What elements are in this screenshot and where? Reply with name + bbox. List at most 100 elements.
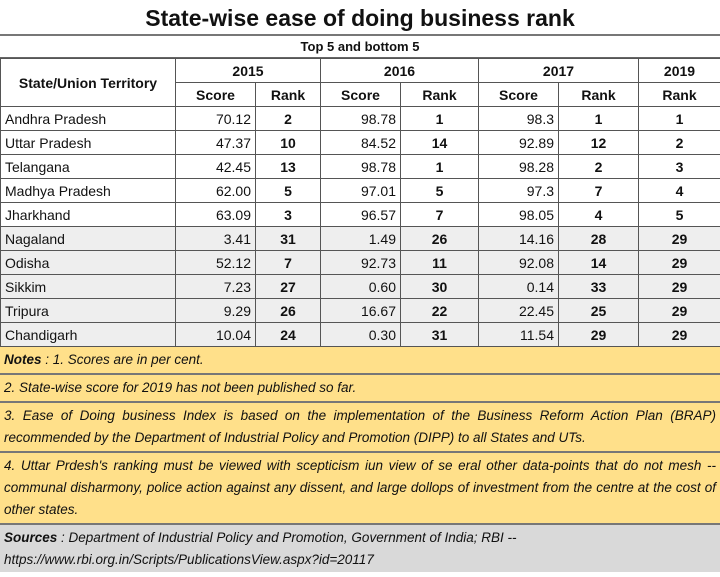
header-score: Score [320,82,401,107]
header-year: 2015 [175,58,321,83]
score-2016-cell: 98.78 [320,154,401,179]
rank-2016-cell: 11 [400,250,479,275]
rank-2019-cell: 29 [638,298,720,323]
rank-2015-cell: 24 [255,322,321,347]
score-2015-cell: 70.12 [175,106,256,131]
rank-2019-cell: 29 [638,274,720,299]
table-row: Andhra Pradesh 70.12 2 98.78 1 98.3 1 1 [0,106,720,131]
note-item: 3. Ease of Doing business Index is based… [0,403,720,453]
table-row: Madhya Pradesh 62.00 5 97.01 5 97.3 7 4 [0,178,720,203]
sources-label: Sources [4,530,58,545]
header-rank: Rank [638,82,720,107]
rank-2016-cell: 31 [400,322,479,347]
rank-2015-cell: 7 [255,250,321,275]
rank-2019-cell: 4 [638,178,720,203]
score-2015-cell: 62.00 [175,178,256,203]
rank-2017-cell: 1 [558,106,639,131]
page-title: State-wise ease of doing business rank [0,0,720,36]
header-rank: Rank [558,82,639,107]
header-score: Score [175,82,256,107]
rank-2016-cell: 5 [400,178,479,203]
rank-2016-cell: 1 [400,106,479,131]
rank-2015-cell: 3 [255,202,321,227]
rank-2015-cell: 5 [255,178,321,203]
state-cell: Chandigarh [0,322,176,347]
score-2017-cell: 98.28 [478,154,559,179]
rank-2016-cell: 7 [400,202,479,227]
header-state: State/Union Territory [0,58,176,107]
score-2015-cell: 47.37 [175,130,256,155]
rank-table: State/Union Territory 2015 2016 2017 201… [0,58,720,347]
score-2017-cell: 98.05 [478,202,559,227]
score-2016-cell: 92.73 [320,250,401,275]
table-row: Chandigarh 10.04 24 0.30 31 11.54 29 29 [0,322,720,347]
score-2017-cell: 97.3 [478,178,559,203]
state-cell: Tripura [0,298,176,323]
header-year: 2017 [478,58,639,83]
state-cell: Odisha [0,250,176,275]
state-cell: Madhya Pradesh [0,178,176,203]
header-score: Score [478,82,559,107]
state-cell: Nagaland [0,226,176,251]
rank-2015-cell: 27 [255,274,321,299]
rank-2016-cell: 30 [400,274,479,299]
header-rank: Rank [400,82,479,107]
score-2017-cell: 0.14 [478,274,559,299]
rank-2015-cell: 2 [255,106,321,131]
score-2015-cell: 9.29 [175,298,256,323]
table-row: Telangana 42.45 13 98.78 1 98.28 2 3 [0,154,720,179]
table-row: Uttar Pradesh 47.37 10 84.52 14 92.89 12 2 [0,130,720,155]
rank-2017-cell: 4 [558,202,639,227]
notes-label: Notes [4,352,42,367]
score-2015-cell: 7.23 [175,274,256,299]
rank-2015-cell: 31 [255,226,321,251]
rank-2019-cell: 29 [638,322,720,347]
score-2017-cell: 14.16 [478,226,559,251]
rank-2015-cell: 26 [255,298,321,323]
rank-2017-cell: 33 [558,274,639,299]
table-row: Tripura 9.29 26 16.67 22 22.45 25 29 [0,298,720,323]
score-2017-cell: 92.08 [478,250,559,275]
subtitle: Top 5 and bottom 5 [0,36,720,58]
header-year: 2019 [638,58,720,83]
score-2016-cell: 0.60 [320,274,401,299]
score-2017-cell: 11.54 [478,322,559,347]
rank-2019-cell: 2 [638,130,720,155]
rank-2015-cell: 13 [255,154,321,179]
rank-2019-cell: 3 [638,154,720,179]
rank-2019-cell: 29 [638,226,720,251]
note-text: 1. Scores are in per cent. [52,352,204,367]
note-item: 2. State-wise score for 2019 has not bee… [0,375,720,403]
rank-2017-cell: 14 [558,250,639,275]
state-cell: Telangana [0,154,176,179]
rank-2015-cell: 10 [255,130,321,155]
score-2016-cell: 0.30 [320,322,401,347]
header-rank: Rank [255,82,321,107]
score-2015-cell: 3.41 [175,226,256,251]
table-row: Nagaland 3.41 31 1.49 26 14.16 28 29 [0,226,720,251]
score-2015-cell: 63.09 [175,202,256,227]
table-row: Odisha 52.12 7 92.73 11 92.08 14 29 [0,250,720,275]
rank-2017-cell: 12 [558,130,639,155]
rank-2017-cell: 29 [558,322,639,347]
score-2017-cell: 98.3 [478,106,559,131]
rank-2017-cell: 2 [558,154,639,179]
score-2016-cell: 1.49 [320,226,401,251]
rank-2016-cell: 22 [400,298,479,323]
header-year: 2016 [320,58,479,83]
rank-2017-cell: 7 [558,178,639,203]
score-2016-cell: 84.52 [320,130,401,155]
sources-text: Department of Industrial Policy and Prom… [4,530,517,567]
note-item: Notes : 1. Scores are in per cent. [0,347,720,375]
score-2016-cell: 16.67 [320,298,401,323]
state-cell: Sikkim [0,274,176,299]
rank-2019-cell: 5 [638,202,720,227]
state-cell: Uttar Pradesh [0,130,176,155]
state-cell: Andhra Pradesh [0,106,176,131]
score-2016-cell: 97.01 [320,178,401,203]
score-2017-cell: 22.45 [478,298,559,323]
score-2017-cell: 92.89 [478,130,559,155]
state-cell: Jharkhand [0,202,176,227]
rank-2016-cell: 26 [400,226,479,251]
score-2016-cell: 96.57 [320,202,401,227]
